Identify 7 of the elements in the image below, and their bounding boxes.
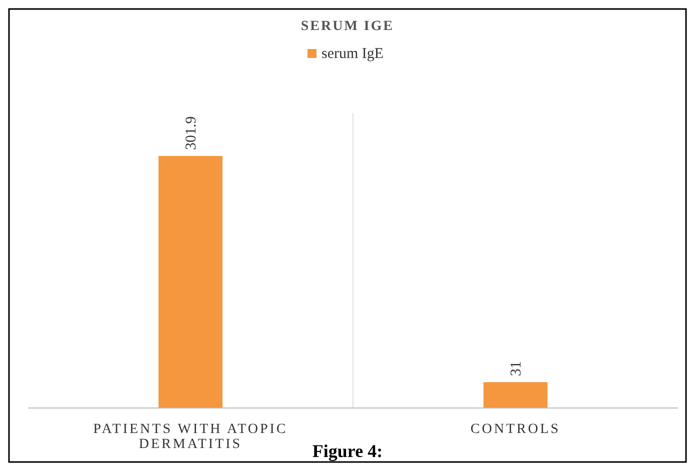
x-tick-label: PATIENTS WITH ATOPIC DERMATITIS: [93, 422, 288, 452]
data-label: 301.9: [184, 116, 200, 150]
data-label: 31: [508, 361, 524, 376]
caption: Figure 4:: [312, 441, 383, 461]
chart-title: SERUM IGE: [300, 19, 394, 34]
legend-label: serum IgE: [322, 46, 384, 62]
x-tick-label: CONTROLS: [470, 422, 560, 437]
